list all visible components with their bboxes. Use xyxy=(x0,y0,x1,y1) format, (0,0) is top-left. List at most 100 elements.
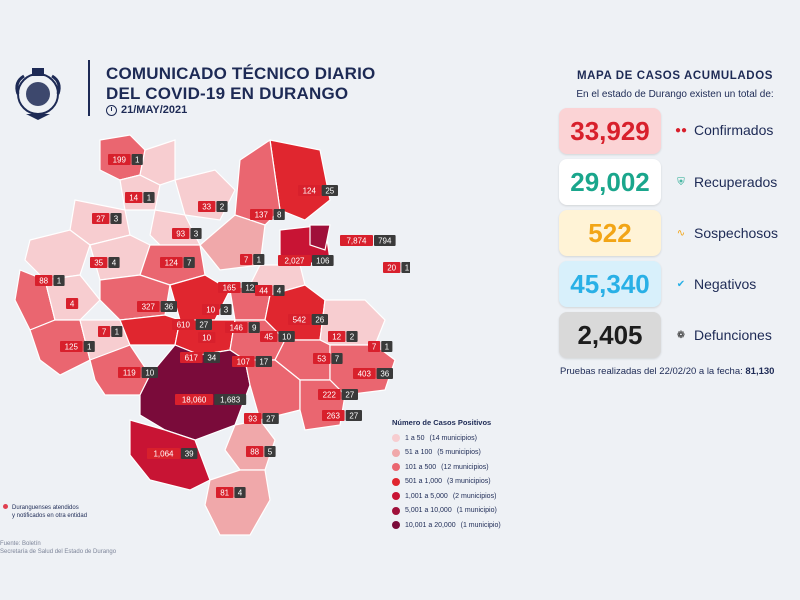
legend-range: 501 a 1,000 xyxy=(405,478,442,486)
cases-count: 35 xyxy=(94,259,103,268)
cases-count: 88 xyxy=(250,448,259,457)
cases-count: 199 xyxy=(113,156,127,165)
cases-box xyxy=(125,192,143,203)
municipality-label: 222 27 xyxy=(318,389,358,400)
deaths-box xyxy=(278,331,295,342)
cases-count: 81 xyxy=(220,489,229,498)
municipality-label: 165 12 xyxy=(218,282,258,293)
municipality-label: 617 34 xyxy=(180,352,220,363)
legend-swatch xyxy=(392,434,400,443)
cases-count: 93 xyxy=(248,415,257,424)
deaths-box xyxy=(248,322,260,333)
cases-box xyxy=(90,257,108,268)
cases-box xyxy=(147,448,180,459)
suspected-value: 522 xyxy=(559,210,661,256)
cases-box xyxy=(172,228,190,239)
legend-detail: (12 municipios) xyxy=(441,463,489,471)
legend-range: 10,001 a 20,000 xyxy=(405,521,456,529)
municipality-label: 10 3 xyxy=(202,304,232,315)
deaths-box xyxy=(53,275,65,286)
cases-box xyxy=(66,298,79,309)
deaths-box xyxy=(160,301,177,312)
cases-count: 27 xyxy=(96,215,105,224)
date-text: 21/MAY/2021 xyxy=(121,104,188,116)
municipality-label: 199 1 xyxy=(108,154,143,165)
cases-box xyxy=(35,275,53,286)
deaths-count: 10 xyxy=(282,333,291,342)
cases-box xyxy=(108,154,131,165)
cases-count: 165 xyxy=(223,284,237,293)
legend-swatch xyxy=(392,477,400,486)
deaths-count: 5 xyxy=(268,448,273,457)
municipio-region xyxy=(174,169,236,221)
deaths-count: 794 xyxy=(378,237,392,246)
cases-count: 119 xyxy=(123,369,136,378)
municipality-label: 403 36 xyxy=(353,368,393,379)
suspected-label-text: Sospechosos xyxy=(694,225,779,241)
deaths-count: 27 xyxy=(345,391,354,400)
municipality-label: 81 4 xyxy=(216,487,246,498)
deaths-box xyxy=(241,282,258,293)
deaths-count: 9 xyxy=(252,324,257,333)
municipality-label: 53 7 xyxy=(313,353,343,364)
deaths-count: 12 xyxy=(245,284,254,293)
cases-box xyxy=(250,209,273,220)
cases-box xyxy=(353,368,376,379)
shield-check-icon: ⛨ xyxy=(677,176,685,188)
source-line-2: Secretaría de Salud del Estado de Durang… xyxy=(0,549,117,555)
clock-icon xyxy=(106,104,117,116)
cases-count: 542 xyxy=(293,316,307,325)
municipality-label: 33 2 xyxy=(198,201,228,212)
confirmed-value: 33,929 xyxy=(559,108,661,154)
municipality-label: 10 xyxy=(198,332,216,343)
deaths-box xyxy=(341,389,358,400)
cases-count: 10 xyxy=(206,306,215,315)
deaths-box xyxy=(312,255,334,266)
suspected-label: ∿ Sospechosos xyxy=(674,225,778,241)
deaths-count: 2 xyxy=(220,203,225,212)
deaths-box xyxy=(311,314,328,325)
cases-count: 53 xyxy=(317,355,326,364)
cases-count: 12 xyxy=(332,333,341,342)
legend-title: Número de Casos Positivos xyxy=(392,418,492,427)
confirmed-label-text: Confirmados xyxy=(694,122,774,138)
legend-swatch xyxy=(392,506,400,515)
municipality-label: 44 4 xyxy=(255,285,285,296)
cases-box xyxy=(298,185,321,196)
municipio-region xyxy=(299,379,346,431)
note-dot-icon xyxy=(3,504,8,509)
cases-box xyxy=(202,304,220,315)
deaths-box xyxy=(183,257,195,268)
deaths-count: 4 xyxy=(112,259,117,268)
deaths-box xyxy=(346,331,358,342)
municipality-label: 542 26 xyxy=(288,314,328,325)
source-text: Fuente: Boletín Secretaría de Salud del … xyxy=(0,540,116,556)
deaths-box xyxy=(214,394,247,405)
pulse-icon: ∿ xyxy=(676,227,686,239)
municipality-label: 14 1 xyxy=(125,192,155,203)
cases-box xyxy=(137,301,160,312)
municipality-label: 1,064 39 xyxy=(147,448,198,459)
deaths-box xyxy=(273,209,285,220)
summary-subtitle: En el estado de Durango existen un total… xyxy=(576,89,774,100)
municipio-region xyxy=(119,314,181,346)
deaths-box xyxy=(262,413,279,424)
deaths-count: 39 xyxy=(185,450,194,459)
negative-value: 45,340 xyxy=(559,261,661,307)
legend-detail: (5 municipios) xyxy=(437,449,481,457)
municipality-label: 7,874 794 xyxy=(340,235,396,246)
deaths-box xyxy=(234,487,246,498)
cases-count: 7,874 xyxy=(346,237,367,246)
municipio-region xyxy=(224,419,276,471)
cases-box xyxy=(92,213,110,224)
cases-box xyxy=(198,332,216,343)
deaths-box xyxy=(190,228,202,239)
municipio-region xyxy=(309,224,331,251)
legend-item: 501 a 1,000 (3 municipios) xyxy=(392,475,501,490)
cases-count: 1,064 xyxy=(153,450,174,459)
deaths-count: 17 xyxy=(259,358,268,367)
municipality-label: 4 xyxy=(66,298,79,309)
summary-title: MAPA DE CASOS ACUMULADOS xyxy=(576,70,774,82)
legend-range: 101 a 500 xyxy=(405,463,437,471)
header-divider xyxy=(88,60,90,116)
